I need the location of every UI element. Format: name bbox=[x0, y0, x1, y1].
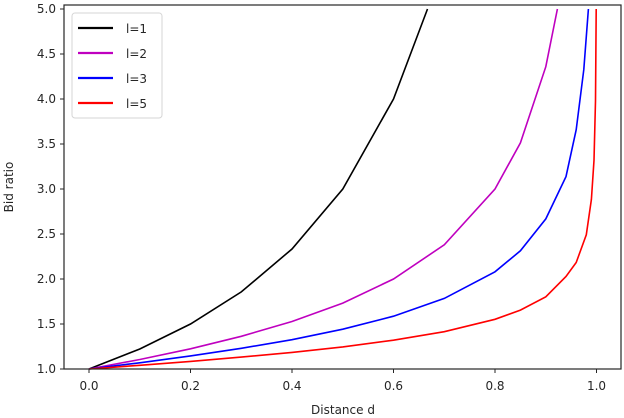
plot-frame bbox=[63, 4, 622, 370]
legend-label: l=1 bbox=[126, 22, 147, 36]
x-tick-label: 0.4 bbox=[282, 379, 301, 393]
y-tick-label: 3.5 bbox=[37, 137, 56, 151]
x-tick-label: 0.8 bbox=[485, 379, 504, 393]
y-tick-label: 2.5 bbox=[37, 227, 56, 241]
x-tick-label: 0.2 bbox=[181, 379, 200, 393]
legend-label: l=5 bbox=[126, 97, 147, 111]
y-tick-label: 4.5 bbox=[37, 47, 56, 61]
y-axis-label: Bid ratio bbox=[2, 162, 16, 213]
y-axis-ticks: 1.0 1.5 2.0 2.5 3.0 3.5 4.0 4.5 5.0 bbox=[37, 2, 64, 376]
x-tick-label: 0.6 bbox=[384, 379, 403, 393]
series-line-3 bbox=[88, 8, 590, 370]
plot-lines bbox=[88, 8, 597, 370]
x-tick-label: 1.0 bbox=[587, 379, 606, 393]
x-axis-label: Distance d bbox=[311, 403, 375, 417]
legend: l=1 l=2 l=3 l=5 bbox=[71, 12, 163, 119]
series-line-1 bbox=[88, 8, 429, 370]
legend-label: l=2 bbox=[126, 47, 147, 61]
x-tick-label: 0.0 bbox=[79, 379, 98, 393]
y-tick-label: 1.0 bbox=[37, 362, 56, 376]
legend-label: l=3 bbox=[126, 72, 147, 86]
y-tick-label: 5.0 bbox=[37, 2, 56, 16]
series-line-2 bbox=[88, 8, 559, 370]
y-tick-label: 1.5 bbox=[37, 317, 56, 331]
x-axis-ticks: 0.0 0.2 0.4 0.6 0.8 1.0 bbox=[79, 369, 606, 393]
y-tick-label: 3.0 bbox=[37, 182, 56, 196]
y-tick-label: 2.0 bbox=[37, 272, 56, 286]
series-line-4 bbox=[88, 8, 597, 370]
legend-box bbox=[71, 12, 163, 119]
y-tick-label: 4.0 bbox=[37, 92, 56, 106]
